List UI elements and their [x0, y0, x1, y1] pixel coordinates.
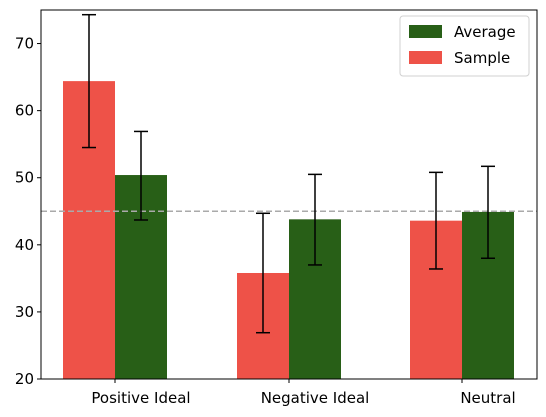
- legend-label-average: Average: [454, 23, 516, 41]
- error-bar-sample-3: [429, 171, 443, 270]
- error-bar-average-2: [308, 173, 322, 266]
- error-bars-layer: [82, 13, 495, 334]
- y-tick-label: 30: [15, 303, 34, 321]
- error-bar-sample-2: [256, 212, 270, 334]
- y-tick-label: 50: [15, 169, 34, 187]
- y-tick-label: 40: [15, 236, 34, 254]
- legend-swatch-average: [409, 25, 442, 38]
- legend-label-sample: Sample: [454, 49, 510, 67]
- bars-layer: [63, 81, 514, 379]
- error-bar-sample-1: [82, 13, 96, 149]
- x-tick-label: Neutral: [460, 389, 515, 407]
- y-tick-label: 60: [15, 102, 34, 120]
- y-tick-label: 20: [15, 370, 34, 388]
- x-tick-label: Negative Ideal: [261, 389, 370, 407]
- error-bar-average-1: [134, 130, 148, 221]
- error-bar-average-3: [481, 165, 495, 259]
- legend: Average Sample: [399, 15, 530, 77]
- y-axis: 20 30 40 50 60 70: [15, 35, 41, 388]
- y-tick-label: 70: [15, 35, 34, 53]
- x-tick-label: Positive Ideal: [91, 389, 190, 407]
- x-axis: Positive Ideal Negative Ideal Neutral: [91, 379, 516, 407]
- legend-swatch-sample: [409, 51, 442, 64]
